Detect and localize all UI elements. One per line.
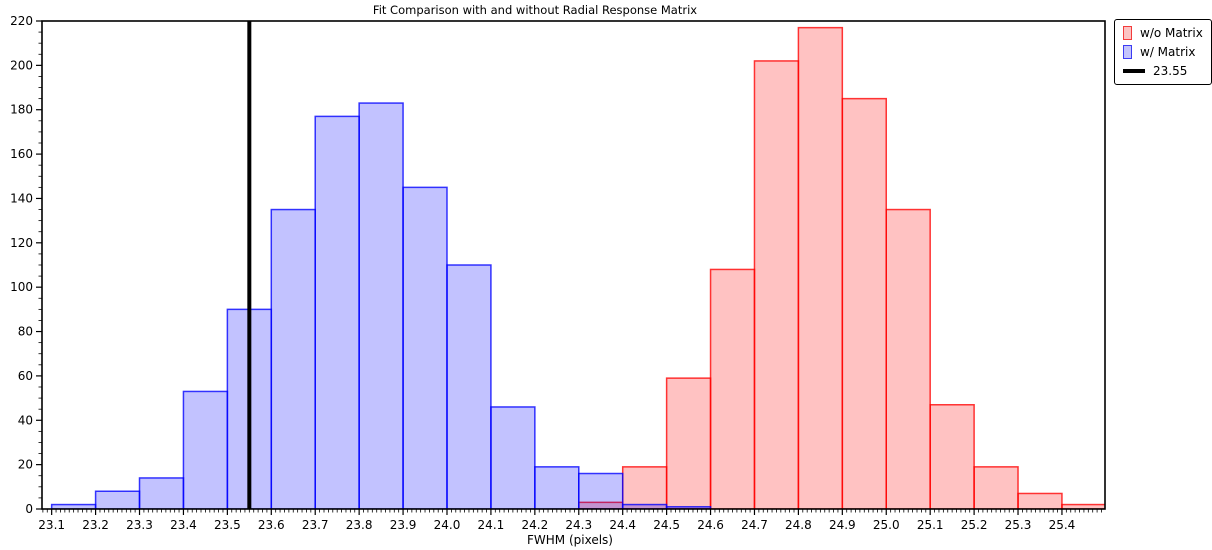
x-tick-label: 23.7 [302,518,329,532]
y-tick-label: 120 [10,236,33,250]
x-tick-label: 24.3 [565,518,592,532]
histogram-bar [314,115,360,509]
chart-title: Fit Comparison with and without Radial R… [372,3,698,17]
x-tick-label: 23.8 [346,518,373,532]
y-tick-label: 140 [10,191,33,205]
x-tick-label: 25.4 [1049,518,1076,532]
legend: w/o Matrix w/ Matrix 23.55 [1114,19,1212,85]
histogram-bar [446,264,492,509]
x-tick-label: 24.6 [697,518,724,532]
x-tick-label: 25.3 [1005,518,1032,532]
x-tick-label: 23.9 [390,518,417,532]
y-tick-label: 100 [10,280,33,294]
y-tick-label: 40 [18,413,33,427]
x-tick-label: 23.5 [214,518,241,532]
legend-item-with-matrix: w/ Matrix [1123,45,1203,59]
histogram-bar [621,466,668,509]
x-tick-label: 24.1 [478,518,505,532]
histogram-bar [270,208,316,509]
histogram-bar [490,406,536,509]
histogram-bar [665,377,712,509]
y-tick-label: 180 [10,103,33,117]
x-tick-label: 24.9 [829,518,856,532]
x-tick-label: 23.6 [258,518,285,532]
x-axis-label: FWHM (pixels) [527,533,613,547]
x-tick-label: 23.2 [82,518,109,532]
x-tick-label: 24.0 [434,518,461,532]
y-tick-label: 60 [18,369,33,383]
plot-frame [41,20,1106,510]
x-tick-label: 24.4 [609,518,636,532]
x-tick-label: 23.4 [170,518,197,532]
x-tick-label: 24.2 [521,518,548,532]
x-tick-label: 24.8 [785,518,812,532]
histogram-bar [358,102,404,509]
plot-area [50,21,1105,509]
x-tick-label: 25.1 [917,518,944,532]
x-tick-label: 25.2 [961,518,988,532]
legend-label: 23.55 [1153,64,1188,78]
series-w-matrix [50,102,712,509]
legend-item-without-matrix: w/o Matrix [1123,26,1203,40]
series-w-o-matrix [578,26,1105,509]
x-tick-label: 24.7 [741,518,768,532]
histogram-bar [797,26,844,509]
histogram-bar [138,477,185,509]
histogram-bar [841,97,888,509]
x-tick-label: 23.1 [38,518,65,532]
histogram-bar [182,390,229,509]
histogram-bar [578,472,624,509]
histogram-bar [1017,492,1063,509]
histogram-bar [929,404,975,509]
legend-label: w/o Matrix [1140,26,1203,40]
y-tick-label: 0 [25,502,33,516]
histogram-bar [885,208,931,509]
x-tick-label: 24.5 [653,518,680,532]
black-line-icon [1123,69,1145,73]
histogram-bar [753,60,800,509]
legend-label: w/ Matrix [1140,45,1196,59]
histogram-bar [402,186,448,509]
red-patch-icon [1123,26,1132,40]
y-tick-label: 160 [10,147,33,161]
histogram-bar [94,490,141,509]
blue-patch-icon [1123,45,1132,59]
y-tick-label: 200 [10,58,33,72]
histogram-bar [534,466,580,509]
y-tick-label: 80 [18,325,33,339]
histogram-bar [709,268,756,509]
legend-item-reference-line: 23.55 [1123,64,1203,78]
histogram-bar [973,466,1019,509]
x-tick-label: 25.0 [873,518,900,532]
y-tick-label: 220 [10,14,33,28]
y-tick-label: 20 [18,458,33,472]
x-tick-label: 23.3 [126,518,153,532]
